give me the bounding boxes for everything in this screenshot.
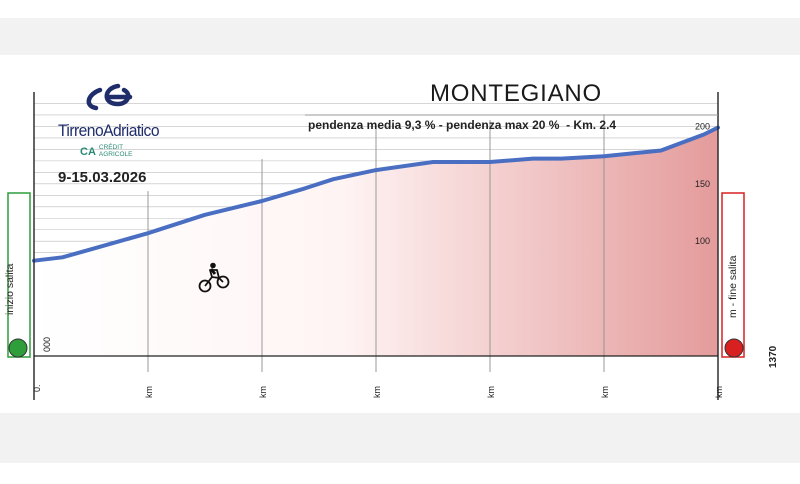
sponsor-name: CRÉDIT AGRICOLE — [98, 144, 133, 158]
sponsor-mark: CA — [80, 145, 96, 158]
sponsor-logo: CA CRÉDIT AGRICOLE — [80, 144, 133, 158]
x-tick-label: km — [258, 386, 268, 398]
cyclist-icon — [198, 262, 230, 293]
end-altitude-label: 1370 — [768, 345, 779, 368]
top-band — [0, 18, 800, 55]
climb-stats: pendenza media 9,3 % - pendenza max 20 %… — [308, 118, 617, 132]
start-marker-dot — [8, 338, 28, 358]
x-tick-label: km — [144, 386, 154, 398]
y-tick-labels: 000 100 150 200 — [42, 121, 710, 352]
profile-line — [32, 125, 720, 263]
x-tick-label: km — [714, 386, 724, 398]
y-tick-label: 000 — [42, 337, 52, 352]
y-tick-label: 150 — [695, 179, 710, 189]
x-tick-label: km — [372, 386, 382, 398]
race-dates: 9-15.03.2026 — [58, 169, 147, 186]
x-tick-label: km — [600, 386, 610, 398]
x-tick-labels: 0. km km km km km km — [32, 384, 724, 398]
race-logo-icon — [86, 83, 133, 111]
race-name: TirrenoAdriatico — [58, 121, 160, 140]
x-tick-label: km — [486, 386, 496, 398]
x-tick-label: 0. — [32, 384, 42, 392]
end-marker-dot — [724, 338, 744, 358]
climb-title: MONTEGIANO — [430, 80, 603, 107]
start-marker-label: inizio salita — [4, 263, 16, 315]
y-tick-label: 100 — [695, 236, 710, 246]
bottom-band — [0, 413, 800, 463]
end-marker-label: m - fine salita — [727, 255, 739, 318]
y-tick-label: 200 — [695, 121, 710, 131]
